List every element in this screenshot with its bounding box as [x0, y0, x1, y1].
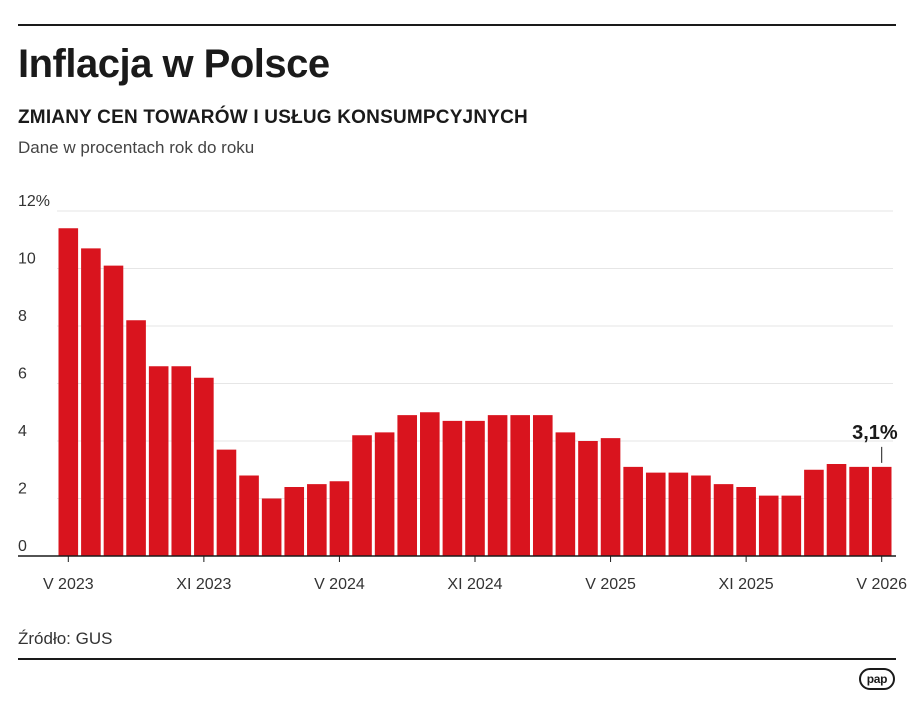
bar	[194, 377, 214, 556]
bar	[284, 487, 305, 556]
annotation-label: 3,1%	[852, 422, 898, 444]
bar	[713, 484, 734, 556]
top-rule	[18, 24, 896, 26]
bar	[103, 265, 124, 556]
bar	[532, 415, 553, 556]
bar	[600, 438, 621, 556]
unit-note: Dane w procentach rok do roku	[18, 138, 255, 157]
bar	[781, 495, 802, 556]
x-tick-label: V 2025	[585, 576, 636, 593]
bar	[578, 441, 598, 556]
x-tick-label: V 2023	[43, 576, 94, 593]
bar	[736, 487, 756, 556]
bar	[261, 498, 282, 556]
bar	[871, 466, 892, 556]
x-tick-label: V 2024	[314, 576, 365, 593]
pap-logo: pap	[859, 668, 895, 690]
bar	[668, 472, 689, 556]
y-tick-label: 10	[18, 251, 36, 268]
bar	[397, 415, 418, 556]
y-tick-label: 8	[18, 308, 27, 325]
bar-chart: 0 2 4 6 8 10 12% V 2023 XI 2023 V 2024 XI 2024 V 20…	[18, 193, 907, 593]
bar	[487, 415, 508, 556]
y-tick-label: 12%	[18, 193, 50, 210]
bar	[826, 464, 847, 556]
bar	[307, 484, 327, 556]
bottom-rule	[18, 658, 896, 660]
bar	[374, 432, 395, 556]
chart-title: Inflacja w Polsce	[18, 42, 330, 86]
bar	[216, 449, 237, 556]
y-tick-label: 2	[18, 481, 27, 498]
bar	[329, 481, 350, 556]
bar	[623, 466, 643, 556]
y-tick-label: 0	[18, 538, 27, 555]
x-tick-label: XI 2023	[176, 576, 231, 593]
source-note: Źródło: GUS	[18, 629, 113, 648]
bar	[171, 366, 192, 556]
bar	[849, 466, 869, 556]
bar	[804, 469, 824, 556]
bar	[555, 432, 576, 556]
x-tick-label: XI 2025	[719, 576, 774, 593]
bar	[81, 248, 101, 556]
bar	[442, 420, 463, 556]
bar	[691, 475, 711, 556]
bar	[645, 472, 666, 556]
bar	[758, 495, 779, 556]
bar	[126, 320, 146, 556]
bar	[239, 475, 259, 556]
y-tick-label: 6	[18, 366, 27, 383]
chart-subtitle: ZMIANY CEN TOWARÓW I USŁUG KONSUMPCYJNYC…	[18, 107, 528, 128]
y-tick-label: 4	[18, 423, 27, 440]
bar	[58, 228, 79, 556]
x-tick-label: V 2026	[856, 576, 907, 593]
bar	[148, 366, 169, 556]
bar	[352, 435, 372, 556]
bar	[420, 412, 440, 556]
bar	[465, 420, 485, 556]
bar	[510, 415, 530, 556]
x-tick-label: XI 2024	[447, 576, 502, 593]
